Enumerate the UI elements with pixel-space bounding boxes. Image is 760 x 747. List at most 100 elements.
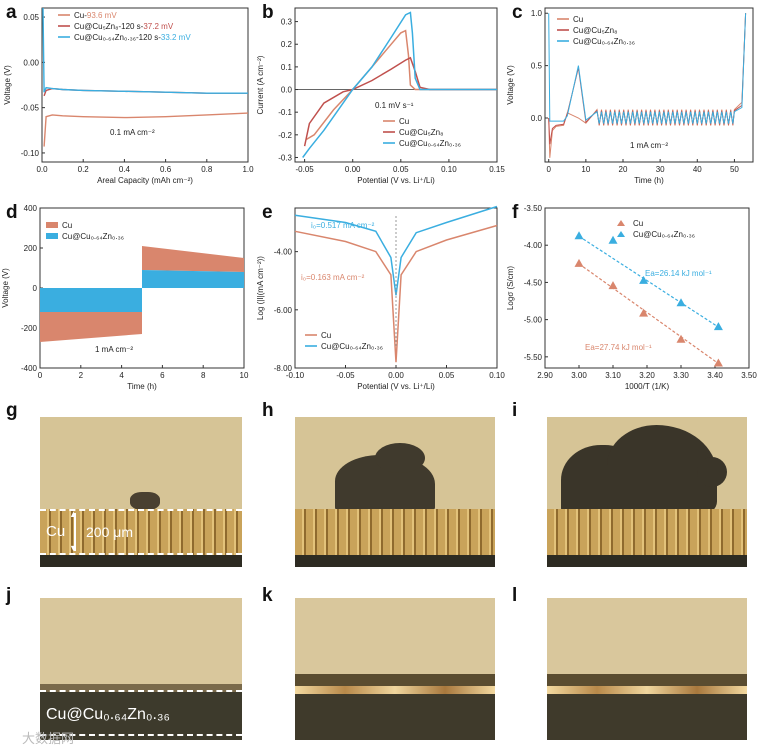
x-tick-label: 3.00 (571, 371, 587, 380)
series-band-1 (40, 270, 244, 312)
chart-f: -3.50 -4.00 -4.50 -5.00 -5.50 2.90 3.00 3.10 3.2… (506, 204, 757, 391)
interface-line-top (40, 509, 242, 511)
micrograph-j: Cu@Cu₀.₆₄Zn₀.₃₆ (40, 598, 242, 740)
panel-label-f: f (512, 202, 519, 223)
x-tick-label: 3.50 (741, 371, 757, 380)
x-tick-label: 0.15 (489, 165, 505, 174)
data-point (639, 275, 649, 284)
y-tick-label: -0.3 (278, 153, 292, 162)
data-point (639, 308, 649, 317)
y-axis-label: Voltage (V) (506, 65, 515, 105)
y-tick-label: 400 (24, 204, 38, 213)
panel-label-d: d (6, 202, 18, 223)
y-tick-label: 200 (24, 244, 38, 253)
x-axis-label: Areal Capacity (mAh cm⁻²) (97, 176, 193, 185)
micrograph-h (295, 417, 495, 567)
y-tick-label: -4.00 (524, 241, 543, 250)
legend-marker (617, 231, 625, 237)
legend-marker (617, 220, 625, 226)
sample-label-cu: Cu (46, 523, 66, 540)
micrograph-g: Cu ▲ ▼ 200 μm (40, 417, 242, 567)
data-point (676, 334, 686, 343)
x-tick-label: 0.05 (393, 165, 409, 174)
series-line-1 (548, 13, 747, 145)
x-tick-label: 3.20 (639, 371, 655, 380)
panel-label-g: g (6, 400, 18, 421)
legend-label: Cu (62, 221, 72, 230)
annotation: 1 mA cm⁻² (95, 345, 133, 354)
alloy-layer (295, 686, 495, 694)
legend-label: Cu (573, 15, 583, 24)
scale-arrow (74, 513, 76, 551)
y-tick-label: 0.1 (281, 63, 293, 72)
series-line-0 (548, 13, 747, 158)
x-tick-label: 10 (581, 165, 590, 174)
series-line-2 (302, 11, 497, 158)
y-tick-label: -8.00 (274, 364, 293, 373)
x-axis-label: Time (h) (634, 176, 664, 185)
legend-label: Cu@Cu₀.₆₄Zn₀.₃₆ (321, 342, 383, 351)
data-point (574, 258, 584, 267)
legend-label: Cu@Cu₅Zn₈-120 s-37.2 mV (74, 22, 174, 31)
annotation-ea-blue: Ea=26.14 kJ mol⁻¹ (645, 269, 712, 278)
series-line-0 (294, 224, 498, 363)
copper-layer (295, 509, 495, 555)
legend-value: 93.6 mV (87, 11, 117, 20)
fit-line-1 (578, 235, 719, 328)
y-tick-label: 0 (33, 284, 38, 293)
x-tick-label: -0.10 (286, 371, 305, 380)
x-tick-label: 0.00 (345, 165, 361, 174)
y-tick-label: -5.50 (524, 353, 543, 362)
micrograph-k (295, 598, 495, 740)
legend-label: Cu@Cu₀.₆₄Zn₀.₃₆ (573, 37, 635, 46)
x-tick-label: 30 (656, 165, 665, 174)
x-tick-label: 0.10 (489, 371, 505, 380)
copper-layer (40, 509, 242, 555)
y-tick-label: 0.00 (23, 58, 39, 67)
legend-label: Cu@Cu₀.₆₄Zn₀.₃₆ (62, 232, 124, 241)
x-tick-label: 1.0 (242, 165, 254, 174)
y-axis-label: Current (A cm⁻²) (256, 55, 265, 114)
legend-label: Cu (321, 331, 331, 340)
annotation-i0-red: i₀=0.163 mA cm⁻² (301, 273, 365, 282)
panel-label-l: l (512, 585, 518, 606)
y-axis-label: Voltage (V) (3, 65, 12, 105)
scale-text: 200 μm (86, 524, 133, 540)
legend-label: Cu@Cu₀.₆₄Zn₀.₃₆-120 s-33.2 mV (74, 33, 191, 42)
micrograph-i (547, 417, 747, 567)
data-point (676, 298, 686, 307)
x-tick-label: 0.8 (201, 165, 213, 174)
copper-layer (547, 694, 747, 740)
lithium-layer (547, 674, 747, 686)
annotation: 0.1 mA cm⁻² (110, 128, 155, 137)
panel-label-h: h (262, 400, 274, 421)
substrate (547, 555, 747, 567)
legend-label: Cu@Cu₅Zn₈ (399, 128, 443, 137)
x-tick-label: -0.05 (336, 371, 355, 380)
legend-label: Cu@Cu₀.₆₄Zn₀.₃₆ (399, 139, 461, 148)
legend-label: Cu (399, 117, 409, 126)
x-tick-label: 2 (79, 371, 84, 380)
copper-layer (295, 694, 495, 740)
legend-label: Cu-93.6 mV (74, 11, 117, 20)
x-tick-label: 3.10 (605, 371, 621, 380)
panel-label-c: c (512, 2, 523, 23)
x-axis-label: Potential (V vs. Li⁺/Li) (357, 176, 435, 185)
y-tick-label: 0.2 (281, 40, 293, 49)
lithium-deposit (130, 492, 160, 510)
legend-value: 33.2 mV (161, 33, 191, 42)
data-point (574, 231, 584, 240)
y-tick-label: -400 (21, 364, 38, 373)
y-tick-label: 0.0 (531, 114, 543, 123)
series-line-1 (294, 205, 498, 296)
x-tick-label: 0.6 (160, 165, 172, 174)
alloy-layer (40, 684, 242, 692)
panel-label-i: i (512, 400, 518, 421)
y-axis-label: Log (|I|(mA cm⁻²)) (256, 256, 265, 320)
x-tick-label: 0.10 (441, 165, 457, 174)
y-tick-label: -0.05 (21, 104, 40, 113)
substrate (40, 555, 242, 567)
y-tick-label: -0.1 (278, 108, 292, 117)
panel-label-j: j (6, 585, 12, 606)
